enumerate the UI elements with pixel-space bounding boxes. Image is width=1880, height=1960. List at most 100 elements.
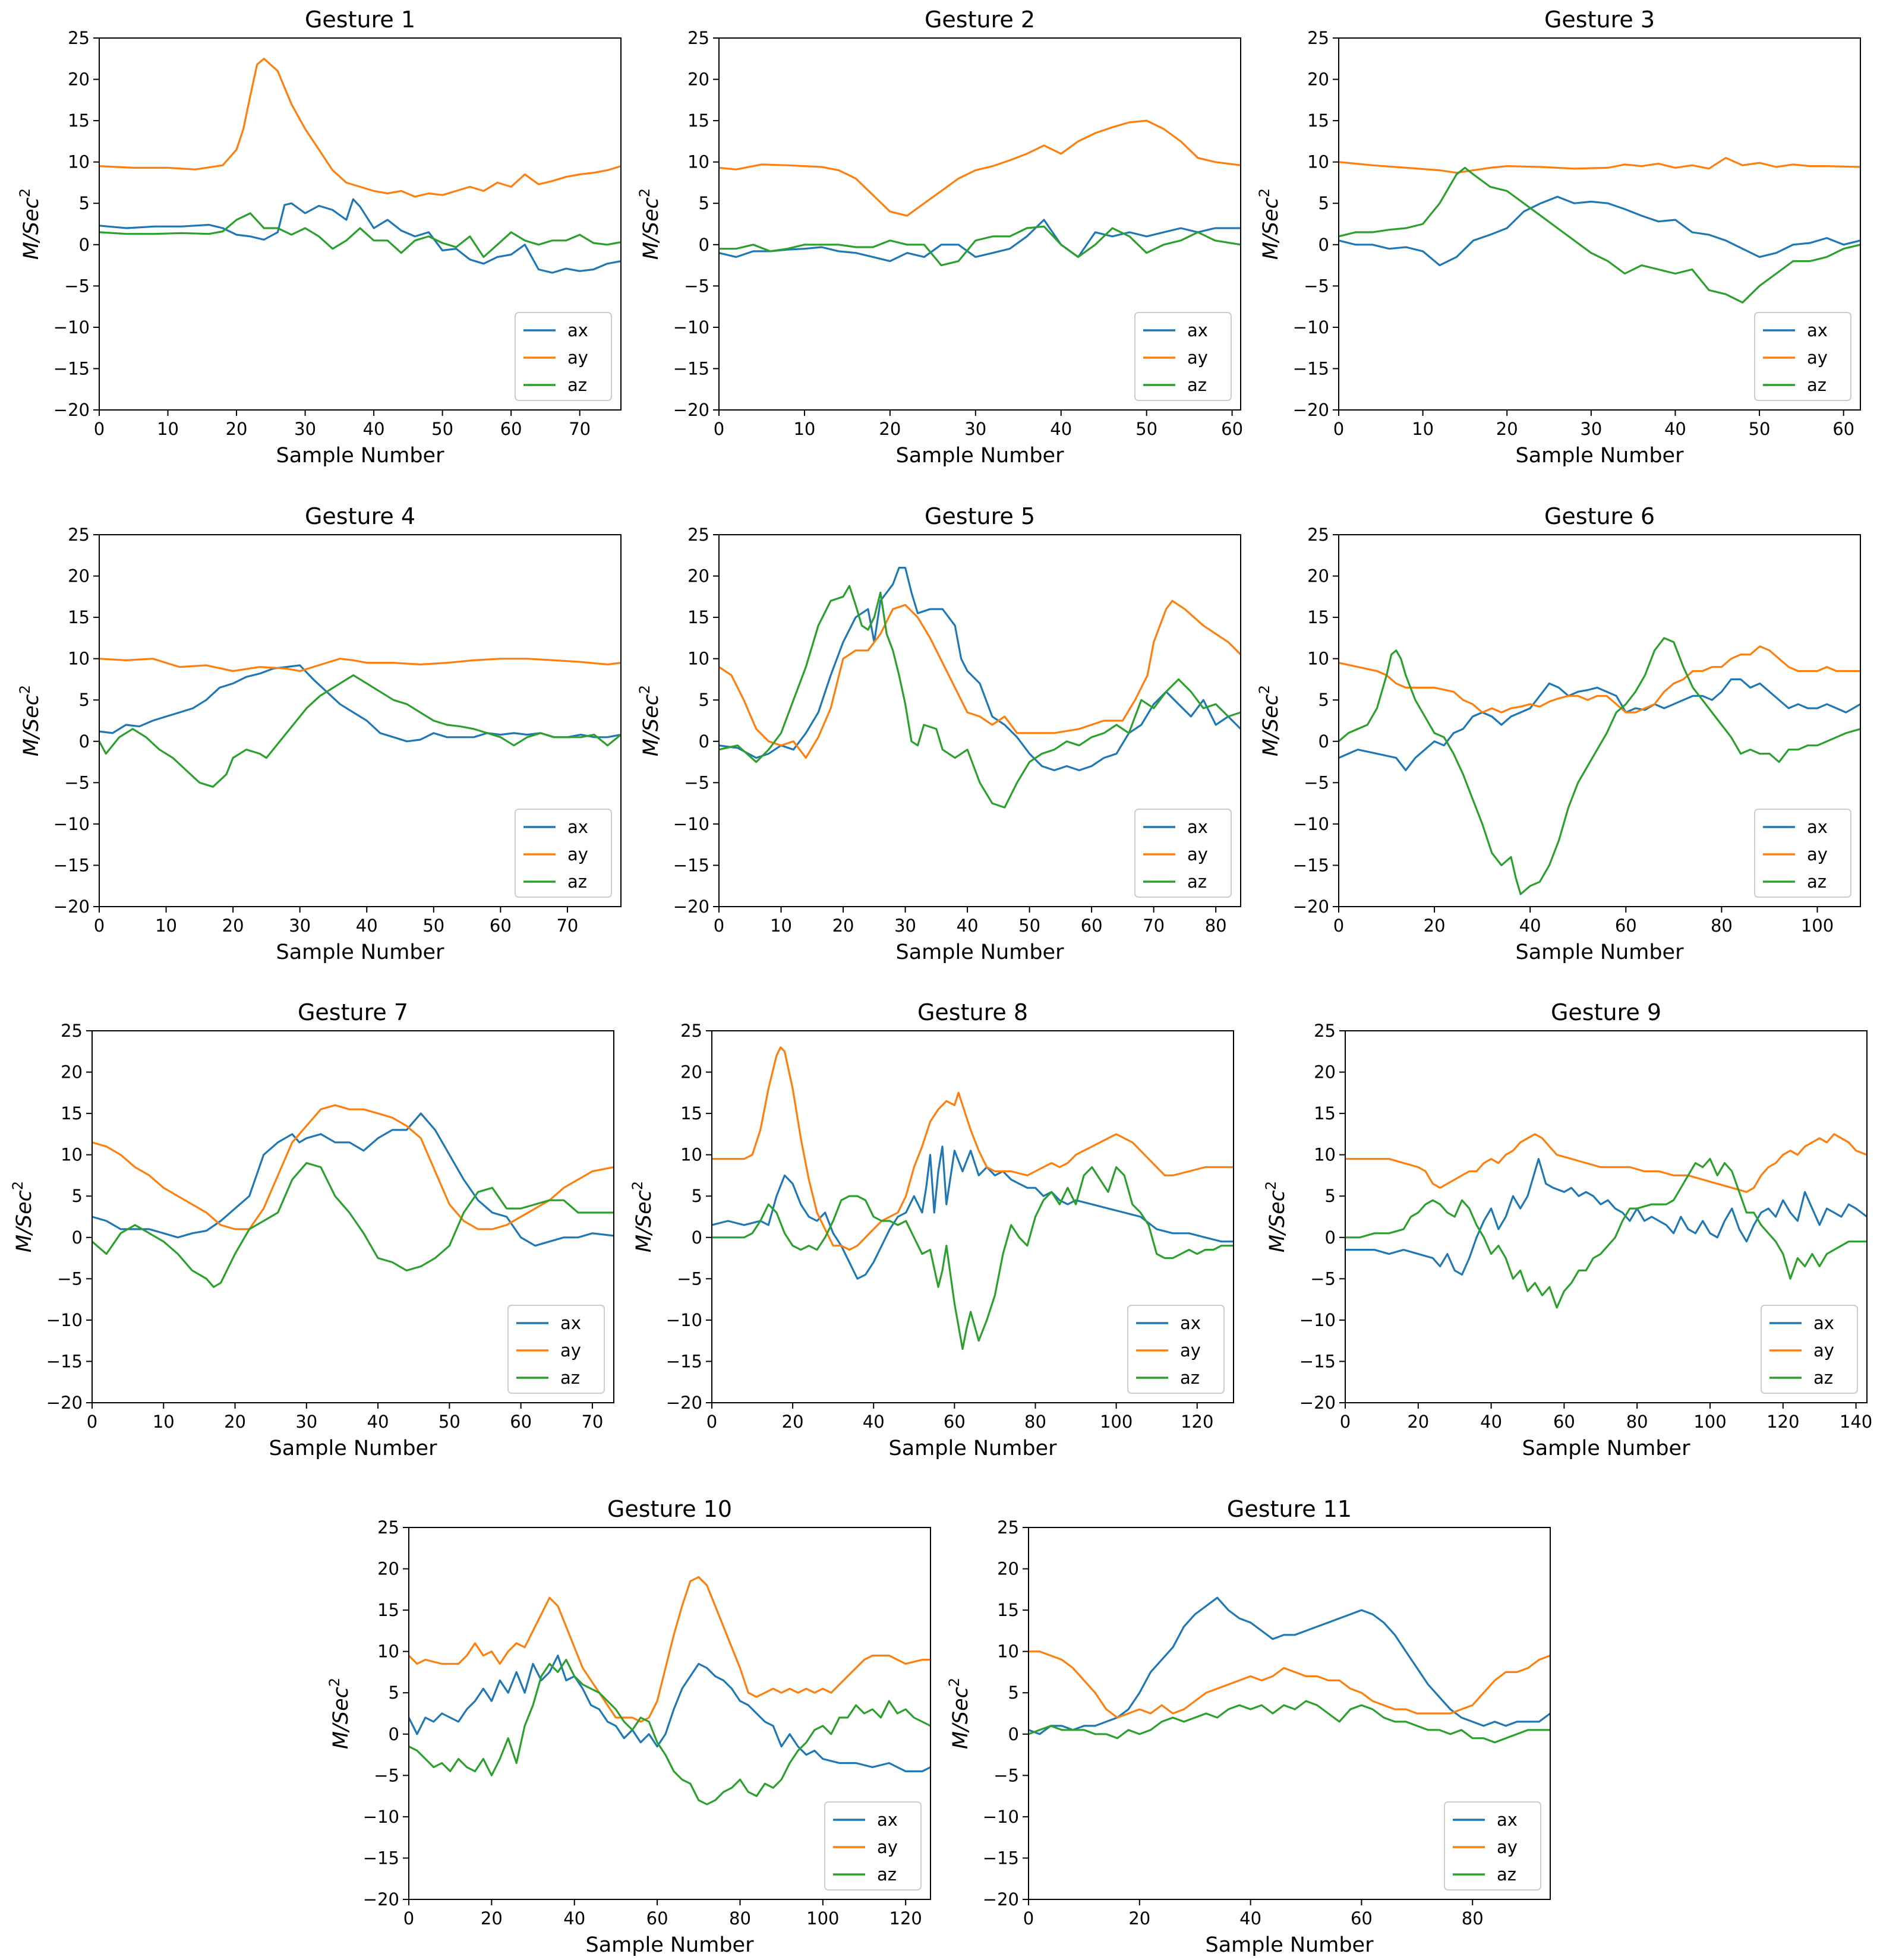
- y-tick-label: −10: [53, 317, 90, 337]
- chart-title: Gesture 8: [917, 999, 1028, 1025]
- y-tick-label: 0: [79, 235, 90, 255]
- x-tick-label: 80: [1626, 1412, 1648, 1432]
- x-tick-label: 140: [1840, 1412, 1872, 1432]
- x-tick-label: 60: [944, 1412, 966, 1432]
- legend-label-az: az: [1497, 1864, 1516, 1885]
- x-tick-label: 60: [490, 916, 512, 936]
- legend: ax ay az: [1134, 809, 1232, 898]
- y-tick-label: 5: [699, 193, 709, 213]
- y-tick-label: 0: [72, 1227, 83, 1248]
- series-line-ay: [99, 58, 621, 198]
- legend-label-az: az: [567, 375, 587, 395]
- y-tick-label: 20: [61, 1062, 83, 1082]
- legend-box: [1127, 1305, 1225, 1394]
- plot-frame: [1028, 1527, 1551, 1900]
- y-tick-label: −5: [64, 276, 90, 296]
- y-tick-label: 15: [377, 1600, 399, 1620]
- x-axis-label: Sample Number: [896, 940, 1065, 964]
- x-tick-label: 0: [94, 419, 105, 439]
- x-tick-label: 70: [581, 1412, 603, 1432]
- y-tick-label: 0: [1008, 1724, 1019, 1744]
- y-tick-label: −15: [1293, 358, 1329, 378]
- x-tick-label: 50: [1135, 419, 1157, 439]
- x-tick-label: 20: [226, 419, 248, 439]
- y-tick-label: 20: [687, 566, 709, 586]
- x-tick-label: 0: [1340, 1412, 1351, 1432]
- y-axis-label: M/Sec2: [10, 1181, 36, 1252]
- series-line-az: [92, 1162, 614, 1288]
- legend-label-ay: ay: [877, 1837, 898, 1857]
- x-tick-label: 60: [1351, 1908, 1373, 1929]
- y-tick-label: 0: [389, 1724, 399, 1744]
- legend-label-ay: ay: [1180, 1340, 1201, 1361]
- y-tick-label: −15: [1293, 855, 1329, 875]
- legend-label-ax: ax: [560, 1313, 581, 1333]
- y-tick-label: −20: [363, 1889, 399, 1909]
- y-tick-label: −10: [46, 1310, 83, 1330]
- y-tick-label: −5: [993, 1765, 1019, 1785]
- x-tick-label: 100: [1801, 916, 1834, 936]
- x-axis-label: Sample Number: [1516, 940, 1685, 964]
- y-tick-label: 15: [687, 111, 709, 131]
- legend-label-ay: ay: [1813, 1340, 1834, 1361]
- chart-title: Gesture 9: [1551, 999, 1661, 1025]
- x-tick-label: 10: [153, 1412, 175, 1432]
- x-axis-label: Sample Number: [1206, 1933, 1374, 1957]
- legend-label-ay: ay: [567, 348, 588, 368]
- series-line-ax: [719, 219, 1241, 263]
- x-axis-label: Sample Number: [276, 444, 445, 468]
- y-tick-label: 0: [692, 1227, 702, 1248]
- x-tick-label: 60: [1832, 419, 1854, 439]
- x-tick-label: 40: [1480, 1412, 1502, 1432]
- chart-title: Gesture 11: [1227, 1496, 1352, 1522]
- chart-panel: Gesture 3 0 10 20 30 40 50 60 −20 −15 −10 −5 0 5 10 15 2…: [1256, 7, 1861, 468]
- legend-label-az: az: [1813, 1368, 1833, 1388]
- x-axis-label: Sample Number: [586, 1933, 755, 1957]
- legend-label-ax: ax: [1187, 817, 1208, 837]
- x-tick-label: 10: [157, 419, 179, 439]
- x-tick-label: 50: [439, 1412, 460, 1432]
- y-tick-label: −5: [684, 276, 709, 296]
- x-tick-label: 0: [1023, 1908, 1034, 1929]
- x-tick-label: 70: [1143, 916, 1165, 936]
- y-axis-label: M/Sec2: [636, 188, 663, 260]
- y-tick-label: −15: [666, 1351, 702, 1371]
- y-tick-label: −20: [983, 1889, 1019, 1909]
- chart-panel: Gesture 8 0 20 40 60 80 100 120 −20 −15 −10 −5 0 5 10 1…: [629, 999, 1234, 1460]
- series-line-ax: [1345, 1158, 1867, 1276]
- legend-label-az: az: [1187, 872, 1207, 892]
- legend-label-az: az: [877, 1864, 897, 1885]
- x-tick-label: 30: [295, 1412, 317, 1432]
- y-axis-label: M/Sec2: [1256, 685, 1283, 756]
- y-axis-label: M/Sec2: [1263, 1181, 1289, 1252]
- x-tick-label: 50: [1018, 916, 1040, 936]
- legend-label-ay: ay: [1187, 844, 1208, 864]
- x-tick-label: 20: [1424, 916, 1446, 936]
- y-tick-label: 25: [687, 525, 709, 545]
- y-tick-label: −20: [673, 897, 709, 917]
- legend-label-ax: ax: [1807, 817, 1828, 837]
- x-tick-label: 120: [1181, 1412, 1213, 1432]
- legend-box: [1754, 312, 1851, 401]
- x-tick-label: 40: [957, 916, 979, 936]
- legend-label-ax: ax: [1807, 320, 1828, 340]
- y-tick-label: −15: [363, 1848, 399, 1868]
- legend-box: [507, 1305, 605, 1394]
- series-line-ay: [719, 599, 1241, 759]
- y-tick-label: 0: [699, 731, 709, 752]
- y-tick-label: −20: [666, 1393, 702, 1413]
- x-tick-label: 40: [367, 1412, 389, 1432]
- plot-frame: [99, 534, 622, 907]
- x-tick-label: 10: [770, 916, 792, 936]
- legend-label-az: az: [1807, 872, 1827, 892]
- y-tick-label: −5: [57, 1268, 83, 1289]
- x-tick-label: 10: [793, 419, 815, 439]
- series-line-ax: [99, 664, 621, 743]
- y-tick-label: 15: [997, 1600, 1019, 1620]
- x-tick-label: 100: [806, 1908, 839, 1929]
- x-tick-label: 40: [863, 1412, 885, 1432]
- y-axis-label: M/Sec2: [946, 1678, 973, 1749]
- series-line-ay: [1339, 645, 1860, 714]
- x-tick-label: 20: [481, 1908, 503, 1929]
- chart-panel: Gesture 2 0 10 20 30 40 50 60 −20 −15 −10 −5 0 5 10 15 2…: [636, 7, 1243, 468]
